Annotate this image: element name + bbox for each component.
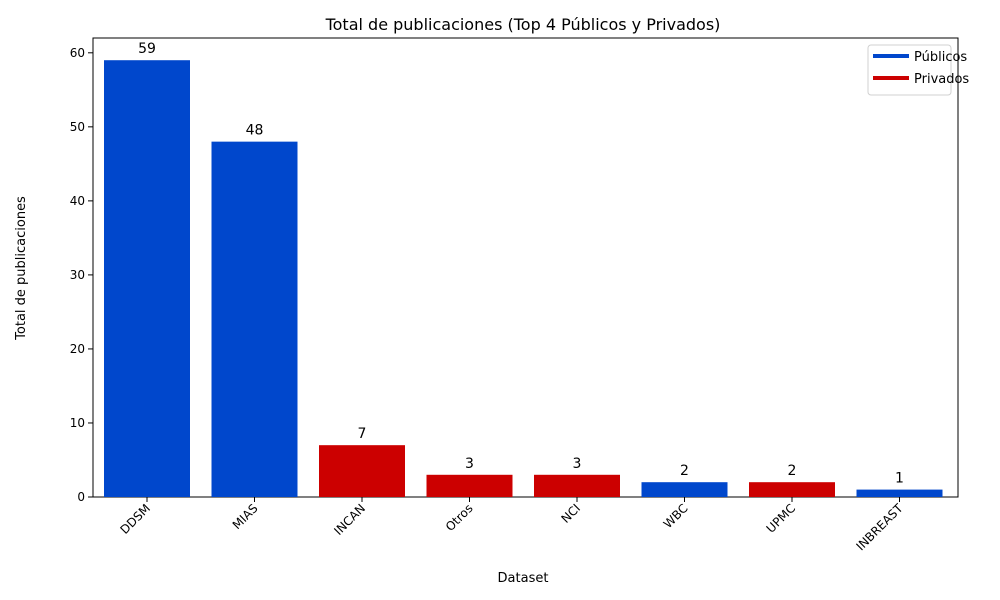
y-tick-label: 20: [70, 342, 85, 356]
x-tick-label: Otros: [443, 501, 476, 534]
x-axis-label: Dataset: [498, 571, 549, 586]
bar-ddsm: [104, 60, 190, 497]
data-label-inbreast: 1: [895, 471, 904, 487]
x-tick-label: UPMC: [764, 501, 798, 535]
bar-mias: [211, 141, 298, 498]
data-label-incan: 7: [358, 426, 367, 442]
data-label-wbc: 2: [680, 463, 689, 479]
bar-upmc: [749, 482, 835, 497]
bar-inbreast: [856, 489, 943, 497]
x-tick-label: WBC: [661, 501, 691, 531]
y-tick-label: 50: [70, 120, 85, 134]
bar-nci: [534, 474, 620, 497]
plot-frame: [92, 37, 959, 498]
x-tick-label: INBREAST: [853, 501, 906, 554]
bar-wbc: [641, 482, 728, 497]
y-axis-label: Total de publicaciones: [14, 196, 29, 341]
y-tick-label: 40: [70, 194, 85, 208]
plot-area: 0 10 20 30 40 50 60 59 48 7 3 3 2 2 1 DDSM MIAS INCAN Ot…: [70, 37, 959, 553]
y-tick-label: 60: [70, 46, 85, 60]
data-label-otros: 3: [465, 456, 474, 472]
x-axis: DDSM MIAS INCAN Otros NCI WBC UPMC INBREAST: [117, 497, 906, 553]
bars-group: 59 48 7 3 3 2 2 1: [104, 41, 943, 498]
legend: Públicos Privados: [867, 44, 969, 96]
legend-label-1: Privados: [914, 72, 969, 87]
x-tick-label: MIAS: [230, 501, 261, 532]
y-tick-label: 30: [70, 268, 85, 282]
x-tick-label: NCI: [558, 501, 583, 526]
y-axis: 0 10 20 30 40 50 60: [70, 46, 93, 504]
chart-title: Total de publicaciones (Top 4 Públicos y…: [325, 15, 721, 34]
x-tick-label: INCAN: [331, 501, 368, 538]
y-tick-label: 10: [70, 416, 85, 430]
bar-incan: [319, 445, 405, 497]
data-label-ddsm: 59: [138, 41, 156, 57]
data-label-upmc: 2: [788, 463, 797, 479]
legend-label-0: Públicos: [914, 50, 967, 65]
y-tick-label: 0: [77, 490, 85, 504]
data-label-mias: 48: [246, 123, 264, 139]
x-tick-label: DDSM: [117, 501, 153, 537]
data-label-nci: 3: [573, 456, 582, 472]
bar-otros: [426, 474, 513, 497]
